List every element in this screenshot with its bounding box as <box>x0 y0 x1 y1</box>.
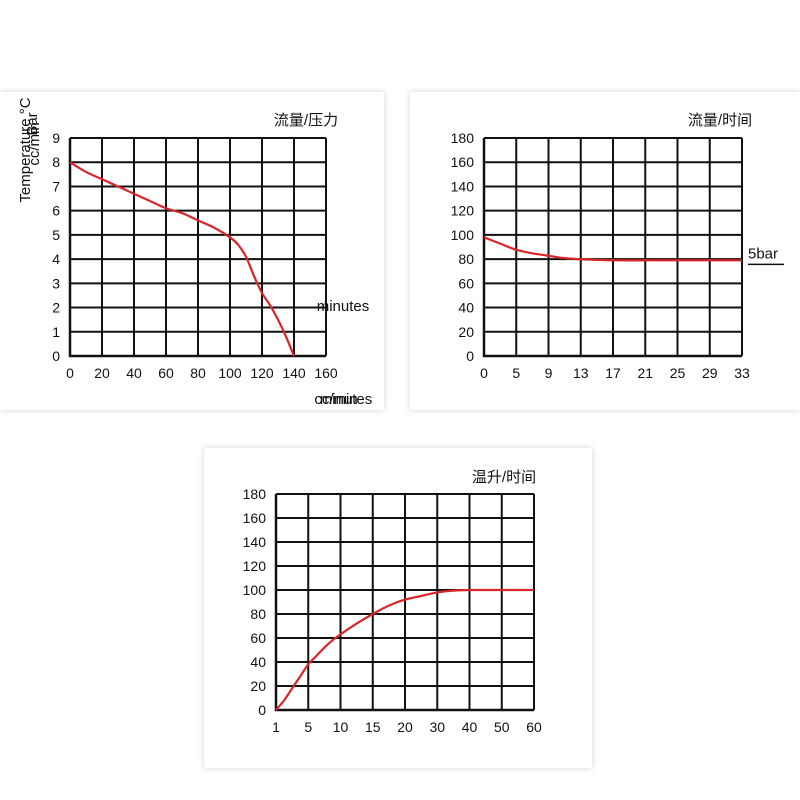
x-axis-label: minutes <box>317 298 370 315</box>
x-tick-label: 80 <box>190 365 206 381</box>
chart-title: 温升/时间 <box>472 469 536 486</box>
y-tick-label: 120 <box>451 203 475 219</box>
y-tick-label: 0 <box>52 348 60 364</box>
y-tick-label: 60 <box>250 630 266 646</box>
grid <box>275 493 535 711</box>
series-line <box>275 588 534 711</box>
y-tick-label: 6 <box>52 203 60 219</box>
y-tick-label: 40 <box>250 654 266 670</box>
y-tick-label: 140 <box>243 534 267 550</box>
y-tick-label: 3 <box>52 275 60 291</box>
x-tick-label: 120 <box>250 365 274 381</box>
grid <box>69 137 327 357</box>
x-tick-label: 60 <box>158 365 174 381</box>
x-tick-label: 20 <box>397 719 413 735</box>
x-tick-label: 15 <box>365 719 381 735</box>
chart-panel-flow-pressure: 0 20 40 60 80 100 120 140 160 0 1 2 3 4 5 6 7 8 9 流量/压力 cc/m… <box>0 92 384 410</box>
y-tick-label: 8 <box>52 154 60 170</box>
y-tick-label: 160 <box>243 510 267 526</box>
y-tick-label: 0 <box>466 348 474 364</box>
y-axis-label: cc/min <box>26 122 43 165</box>
y-tick-label: 4 <box>52 251 60 267</box>
x-tick-label: 160 <box>314 365 338 381</box>
series-line <box>483 236 742 262</box>
x-tick-label: 100 <box>218 365 242 381</box>
chart-panel-temperature-time: 1 5 10 15 20 30 40 50 60 0 20 40 60 80 100 120 140 160 180… <box>17 97 592 768</box>
y-tick-label: 9 <box>52 130 60 146</box>
x-axis-label: minutes <box>320 391 373 408</box>
y-tick-label: 5 <box>52 227 60 243</box>
chart-title: 流量/时间 <box>688 112 752 129</box>
x-tick-label: 140 <box>282 365 306 381</box>
x-tick-label: 0 <box>480 365 488 381</box>
x-tick-label: 60 <box>526 719 542 735</box>
y-tick-label: 60 <box>458 275 474 291</box>
chart-panel-flow-time: 0 5 9 13 17 21 25 29 33 0 20 40 60 80 100 120 140 160 180 流… <box>26 92 800 410</box>
y-tick-label: 80 <box>458 251 474 267</box>
x-tick-label: 5 <box>304 719 312 735</box>
y-tick-label: 2 <box>52 300 60 316</box>
chart-temperature-time: 1 5 10 15 20 30 40 50 60020406080100120140160180… <box>17 97 542 735</box>
x-tick-label: 33 <box>734 365 750 381</box>
x-tick-label: 13 <box>573 365 589 381</box>
x-tick-label: 5 <box>512 365 520 381</box>
x-tick-label: 1 <box>272 719 280 735</box>
x-tick-label: 9 <box>545 365 553 381</box>
x-tick-label: 50 <box>494 719 510 735</box>
chart-flow-time: 0 5 9 13 17 21 25 29 33020406080100120140160180流… <box>26 112 784 408</box>
y-tick-label: 180 <box>243 486 267 502</box>
x-tick-label: 17 <box>605 365 621 381</box>
y-tick-label: 20 <box>458 324 474 340</box>
y-tick-label: 20 <box>250 678 266 694</box>
x-axis-label: cc/min <box>314 391 357 408</box>
chart-flow-pressure: 0 20 40 60 80 100 120 140 160 0 1 2 3 4 5 6 7 8 9 流量/压力 cc/m… <box>24 112 358 408</box>
y-tick-label: 180 <box>451 130 475 146</box>
x-tick-label: 40 <box>462 719 478 735</box>
y-tick-label: 80 <box>250 606 266 622</box>
x-tick-label: 40 <box>126 365 142 381</box>
y-tick-label: 160 <box>451 154 475 170</box>
series-line <box>69 161 296 357</box>
x-tick-label: 10 <box>333 719 349 735</box>
y-tick-label: 7 <box>52 178 60 194</box>
grid <box>483 137 743 357</box>
y-axis-label: Bar <box>24 112 41 135</box>
y-tick-label: 0 <box>258 702 266 718</box>
x-tick-label: 25 <box>670 365 686 381</box>
y-tick-label: 100 <box>243 582 267 598</box>
x-tick-label: 20 <box>94 365 110 381</box>
x-tick-label: 0 <box>66 365 74 381</box>
x-tick-label: 29 <box>702 365 718 381</box>
y-tick-label: 100 <box>451 227 475 243</box>
y-axis-label: Temperature °C <box>17 97 34 202</box>
x-tick-label: 21 <box>637 365 653 381</box>
x-tick-label: 30 <box>429 719 445 735</box>
annotation-5bar: 5bar <box>748 245 778 262</box>
y-tick-label: 40 <box>458 300 474 316</box>
y-tick-label: 1 <box>52 324 60 340</box>
y-tick-label: 140 <box>451 178 475 194</box>
y-tick-label: 120 <box>243 558 267 574</box>
chart-title: 流量/压力 <box>274 112 338 129</box>
